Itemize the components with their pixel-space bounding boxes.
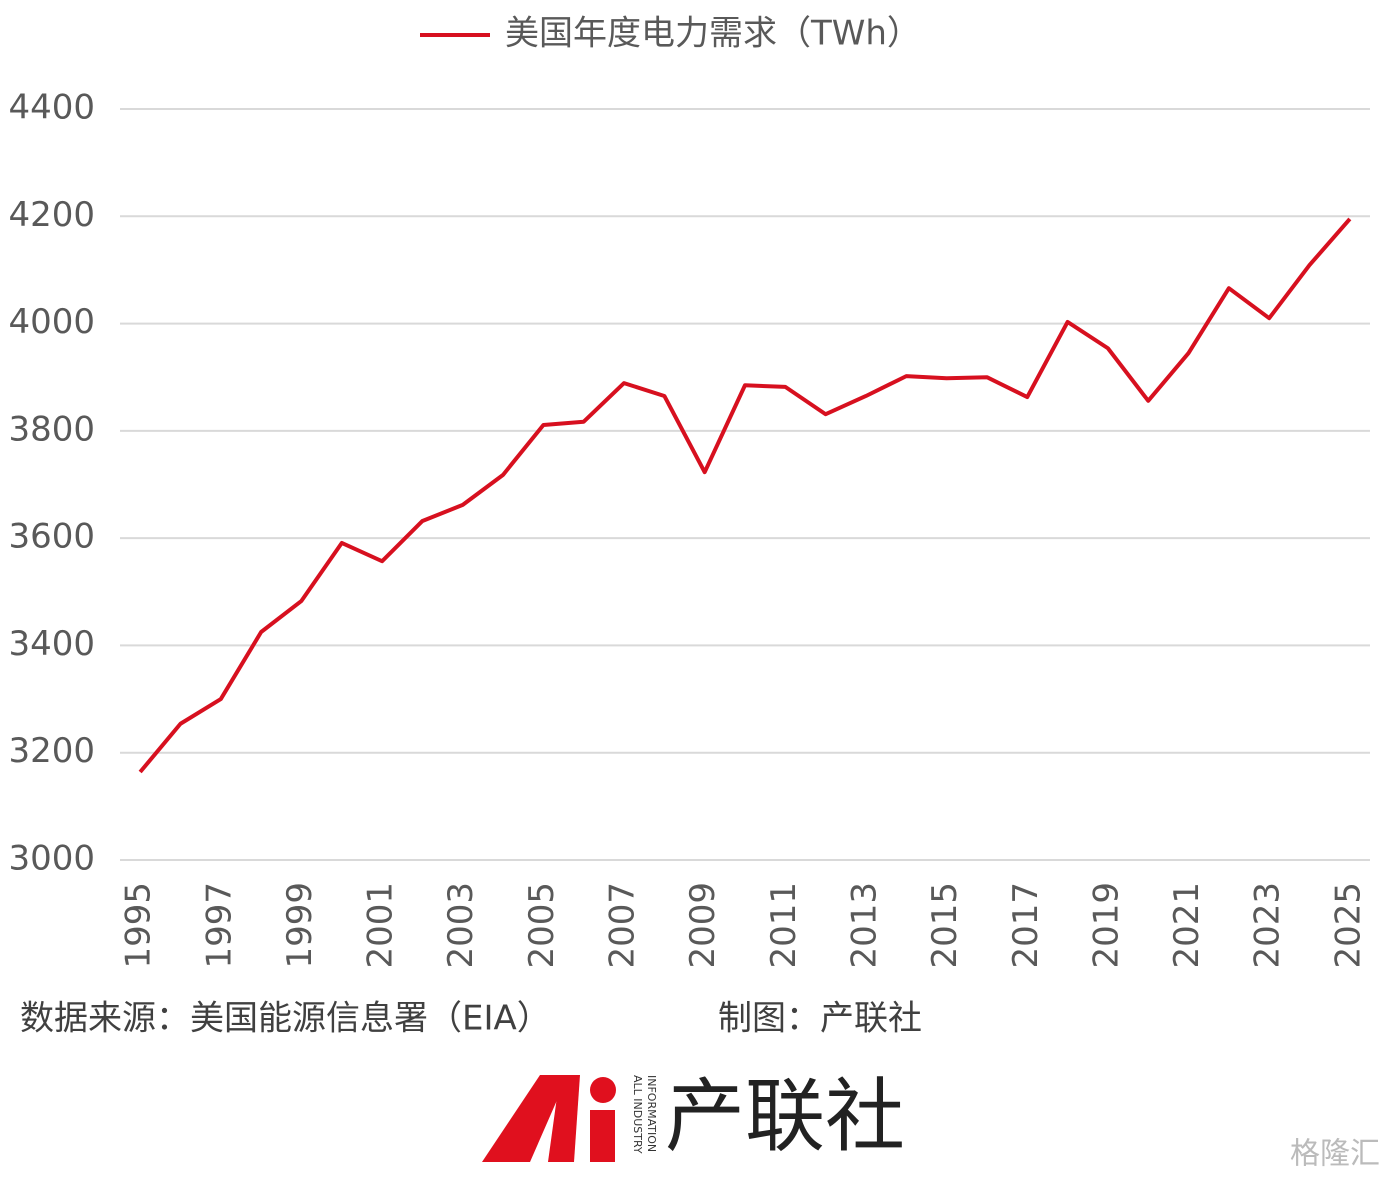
- logo: ALL INDUSTRY INFORMATION 产联社: [482, 1070, 905, 1163]
- logo-shape: [482, 1075, 568, 1162]
- y-tick-label: 3000: [8, 839, 95, 879]
- y-tick-label: 4400: [8, 88, 95, 128]
- data-line: [138, 217, 1352, 774]
- plot-area: 3000 3200 3400 3600 3800 4000 4200 4400 1995 1997…: [8, 14, 1370, 969]
- logo-shape: [590, 1077, 616, 1103]
- x-tick-label: 2019: [1086, 882, 1126, 969]
- y-tick-label: 3600: [8, 517, 95, 557]
- x-tick-label: 2001: [361, 882, 401, 969]
- logo-subtitle: ALL INDUSTRY: [631, 1075, 644, 1154]
- y-tick-label: 4200: [8, 195, 95, 235]
- x-tick-label: 2023: [1248, 882, 1288, 969]
- source-note: 数据来源：美国能源信息署（EIA）: [20, 999, 551, 1039]
- logo-text: 产联社: [665, 1070, 905, 1163]
- y-tick-label: 3200: [8, 731, 95, 771]
- x-tick-label: 2015: [925, 882, 965, 969]
- x-tick-label: 1995: [119, 882, 159, 969]
- x-tick-label: 2005: [522, 882, 562, 969]
- x-tick-label: 2017: [1006, 882, 1046, 969]
- y-tick-label: 3800: [8, 409, 95, 449]
- x-tick-label: 2025: [1328, 882, 1368, 969]
- x-tick-label: 2007: [603, 882, 643, 969]
- logo-shape: [590, 1110, 615, 1162]
- y-tick-label: 3400: [8, 624, 95, 664]
- x-tick-label: 2021: [1167, 882, 1207, 969]
- y-tick-label: 4000: [8, 302, 95, 342]
- legend-label: 美国年度电力需求（TWh）: [505, 14, 921, 54]
- credit-note: 制图：产联社: [718, 999, 922, 1039]
- x-tick-label: 2013: [844, 882, 884, 969]
- logo-shape: [548, 1075, 580, 1162]
- watermark: 格隆汇: [1290, 1137, 1380, 1172]
- logo-subtitle: INFORMATION: [645, 1075, 658, 1152]
- x-tick-label: 2003: [441, 882, 481, 969]
- x-tick-label: 1999: [280, 882, 320, 969]
- x-tick-label: 2011: [764, 882, 804, 969]
- x-tick-label: 1997: [199, 882, 239, 969]
- x-tick-label: 2009: [683, 882, 723, 969]
